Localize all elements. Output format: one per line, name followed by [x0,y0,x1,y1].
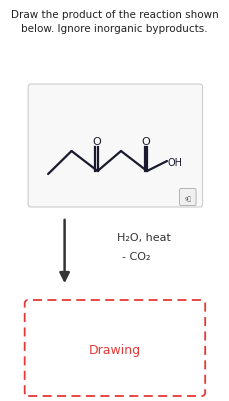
Text: O: O [92,137,101,147]
Text: Draw the product of the reaction shown: Draw the product of the reaction shown [11,10,218,20]
Text: O: O [142,137,150,147]
Text: Drawing: Drawing [88,344,141,356]
Text: H₂O, heat: H₂O, heat [117,233,171,242]
FancyBboxPatch shape [25,300,205,396]
Text: - CO₂: - CO₂ [122,251,151,261]
Text: 9国: 9国 [184,196,191,201]
FancyBboxPatch shape [180,189,196,206]
Text: OH: OH [168,158,183,168]
Text: below. Ignore inorganic byproducts.: below. Ignore inorganic byproducts. [21,24,208,34]
FancyBboxPatch shape [28,85,203,207]
